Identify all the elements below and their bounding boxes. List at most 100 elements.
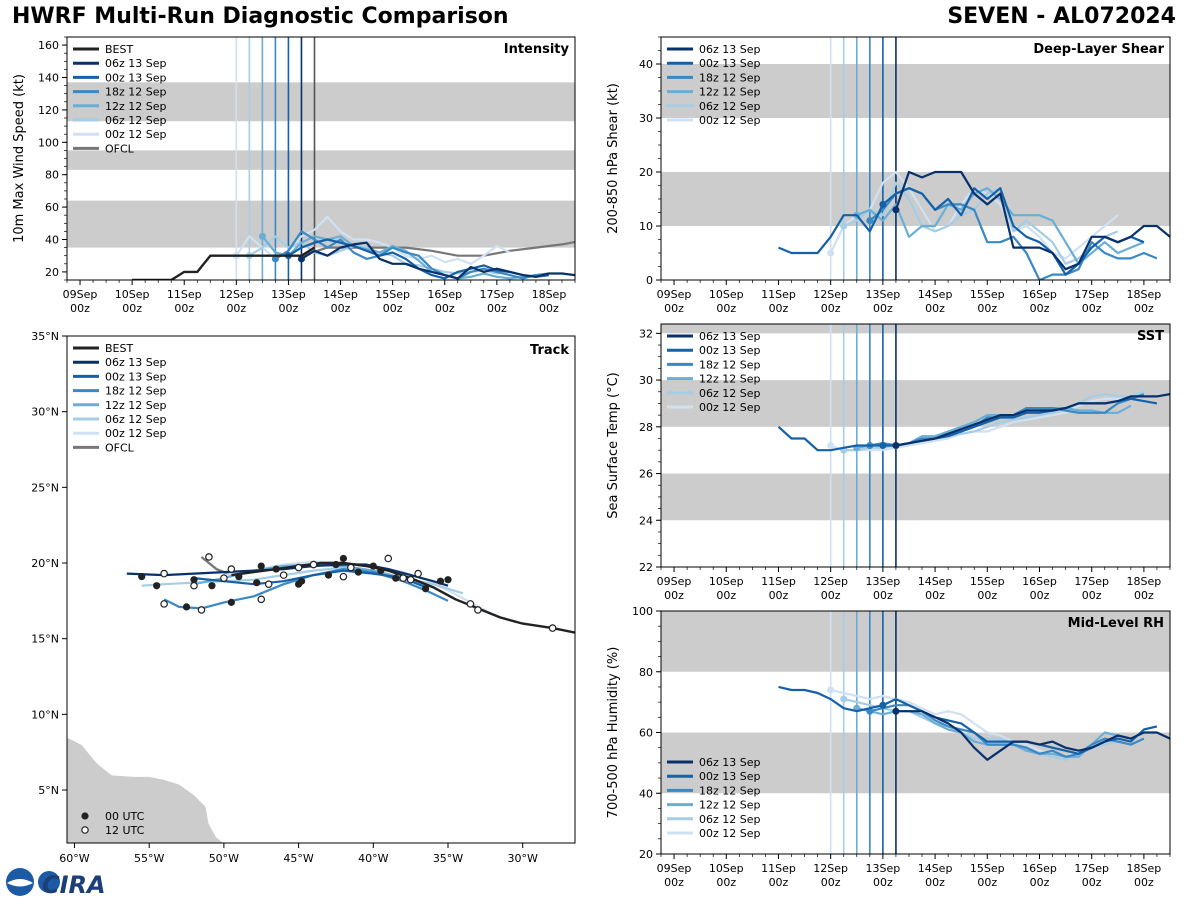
x-tick-time: 00z: [977, 589, 997, 602]
x-tick-day: 17Sep: [479, 288, 514, 301]
lon-tick-label: 30°W: [508, 852, 538, 865]
x-tick-day: 14Sep: [323, 288, 358, 301]
x-tick-day: 16Sep: [1022, 575, 1057, 588]
threshold-band: [661, 611, 1170, 672]
y-tick-label: 30: [639, 374, 653, 387]
cira-logo-text: CIRA: [42, 871, 106, 898]
noaa-bird-icon: [7, 879, 33, 887]
x-tick-time: 00z: [769, 589, 789, 602]
threshold-band: [67, 150, 575, 170]
x-tick-day: 13Sep: [866, 288, 901, 301]
marker-12utc: [399, 574, 407, 582]
run-line-0: [300, 241, 575, 280]
run-line-0: [895, 393, 1170, 447]
panel-title: Track: [530, 343, 569, 358]
x-tick-day: 18Sep: [1127, 862, 1162, 875]
legend-marker-12utc: [81, 826, 89, 834]
legend-entry: 06z 12 Sep: [699, 100, 761, 113]
marker-12utc: [347, 563, 355, 572]
legend-entry: 00z 12 Sep: [699, 114, 761, 127]
x-tick-time: 00z: [383, 302, 403, 315]
x-tick-time: 00z: [1082, 876, 1102, 889]
run-init-dot: [892, 206, 900, 214]
y-tick-label: 140: [38, 72, 59, 85]
marker-12utc: [294, 563, 303, 572]
map-area: [67, 553, 575, 843]
marker-00utc: [332, 560, 340, 569]
marker-12utc: [474, 606, 482, 614]
legend-entry: 18z 12 Sep: [105, 86, 167, 99]
threshold-band: [661, 473, 1170, 521]
y-axis-label: 10m Max Wind Speed (kt): [12, 74, 27, 243]
x-tick-time: 00z: [1134, 876, 1154, 889]
marker-00utc: [272, 565, 280, 573]
marker-12utc: [548, 624, 557, 632]
x-tick-day: 15Sep: [375, 288, 410, 301]
legend-entry: 06z 13 Sep: [699, 43, 761, 56]
x-tick-time: 00z: [279, 302, 299, 315]
x-tick-day: 17Sep: [1074, 862, 1109, 875]
lat-tick-label: 30°N: [31, 406, 59, 419]
land-south-america: [67, 736, 225, 843]
lon-tick-label: 35°W: [433, 852, 463, 865]
x-tick-day: 15Sep: [970, 575, 1005, 588]
marker-00utc: [421, 585, 430, 593]
x-tick-time: 00z: [664, 876, 684, 889]
y-axis-label: 200-850 hPa Shear (kt): [606, 83, 621, 234]
run-init-dot: [827, 249, 835, 257]
page-title: HWRF Multi-Run Diagnostic Comparison: [12, 4, 509, 29]
legend-entry: 06z 12 Sep: [699, 813, 761, 826]
threshold-band: [661, 732, 1170, 794]
x-tick-time: 00z: [664, 302, 684, 315]
x-tick-day: 13Sep: [866, 862, 901, 875]
legend-entry: 18z 12 Sep: [699, 71, 761, 84]
marker-12utc: [414, 569, 422, 578]
shear-panel: 01020304009Sep00z10Sep00z11Sep00z12Sep00…: [606, 36, 1171, 315]
sst-panel: 22242628303209Sep00z10Sep00z11Sep00z12Se…: [606, 323, 1171, 602]
marker-00utc: [392, 574, 400, 582]
y-tick-label: 20: [639, 166, 653, 179]
legend-entry: 00z 13 Sep: [699, 57, 761, 70]
marker-00utc: [324, 571, 333, 579]
threshold-band: [67, 82, 575, 122]
legend-entry: 18z 12 Sep: [699, 358, 761, 371]
legend-entry: 18z 12 Sep: [699, 784, 761, 797]
x-tick-day: 10Sep: [709, 862, 744, 875]
x-tick-day: 09Sep: [657, 575, 692, 588]
y-tick-label: 40: [639, 787, 653, 800]
run-line-2: [274, 230, 550, 280]
x-tick-time: 00z: [1030, 302, 1050, 315]
marker-00utc: [257, 562, 265, 570]
x-tick-day: 11Sep: [761, 862, 796, 875]
y-tick-label: 20: [639, 848, 653, 861]
lat-tick-label: 15°N: [31, 633, 59, 646]
lat-tick-label: 20°N: [31, 557, 59, 570]
x-tick-day: 10Sep: [115, 288, 150, 301]
y-axis-label: Sea Surface Temp (°C): [606, 372, 621, 519]
marker-12utc: [279, 571, 288, 579]
run-init-dot: [866, 217, 874, 225]
legend-entry: 12z 12 Sep: [699, 799, 761, 812]
y-tick-label: 10: [639, 220, 653, 233]
y-tick-label: 0: [646, 274, 653, 287]
x-tick-time: 00z: [716, 876, 736, 889]
x-tick-day: 10Sep: [709, 575, 744, 588]
x-tick-day: 18Sep: [532, 288, 567, 301]
run-init-dot: [879, 200, 887, 208]
run-init-dot: [879, 701, 887, 709]
x-tick-day: 16Sep: [1022, 862, 1057, 875]
lat-tick-label: 10°N: [31, 708, 59, 721]
storm-id: SEVEN - AL072024: [947, 4, 1176, 29]
y-tick-label: 24: [639, 514, 653, 527]
x-tick-day: 12Sep: [813, 862, 848, 875]
legend-entry: 12z 12 Sep: [105, 399, 167, 412]
best-track: [231, 561, 575, 634]
x-tick-time: 00z: [664, 589, 684, 602]
y-tick-label: 20: [45, 266, 59, 279]
legend-entry: 12 UTC: [105, 824, 145, 837]
y-tick-label: 100: [38, 136, 59, 149]
lat-tick-label: 35°N: [31, 330, 59, 343]
x-tick-time: 00z: [1030, 589, 1050, 602]
marker-00utc: [297, 577, 306, 585]
